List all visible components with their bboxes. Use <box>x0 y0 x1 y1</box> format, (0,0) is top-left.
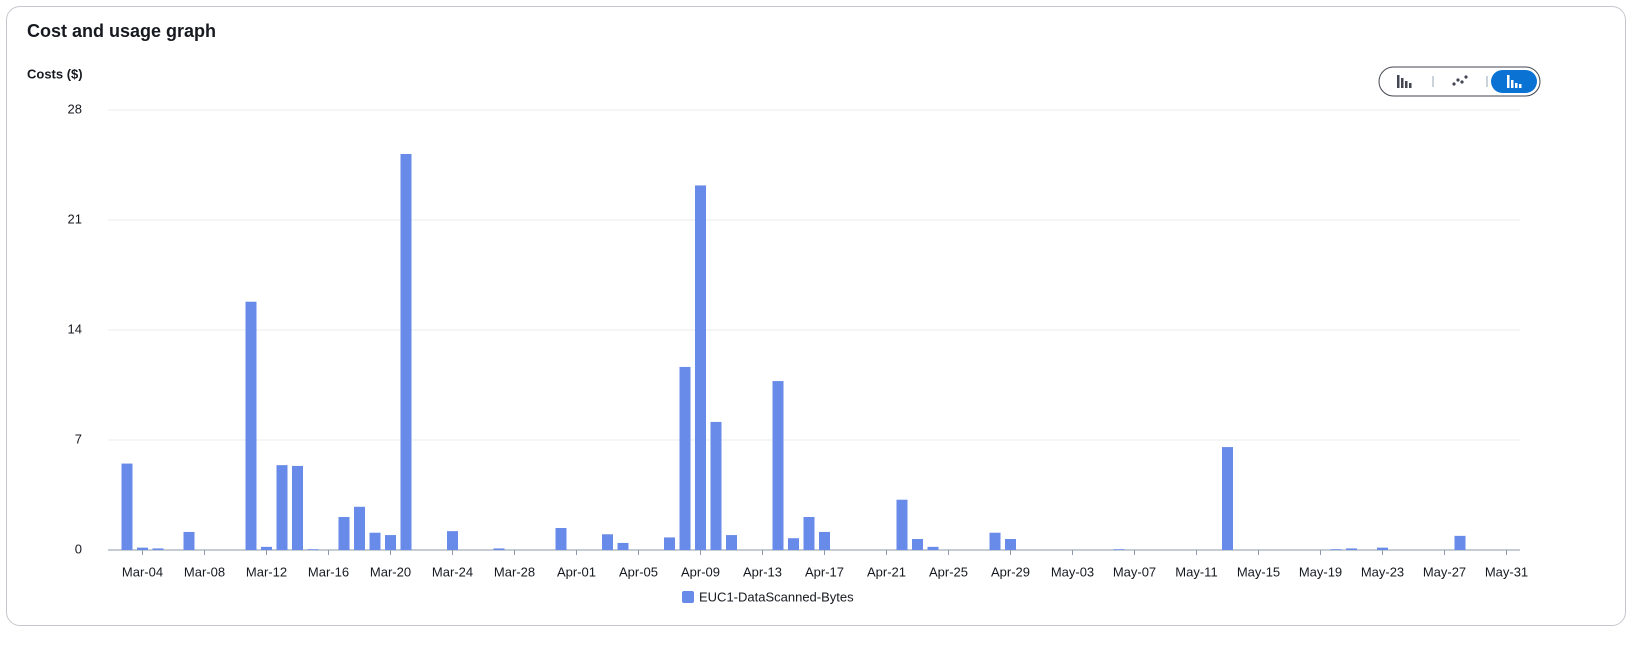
bar <box>354 506 365 550</box>
bar <box>1346 548 1357 550</box>
y-tick-label: 28 <box>68 101 82 116</box>
x-tick-label: Apr-05 <box>619 564 658 579</box>
bar <box>555 528 567 550</box>
x-tick-label: May-15 <box>1237 564 1280 579</box>
bar <box>788 538 799 550</box>
bar <box>1454 535 1466 550</box>
bar <box>1377 547 1388 550</box>
bar <box>493 548 505 550</box>
x-tick-label: Mar-08 <box>184 564 225 579</box>
bar <box>1330 549 1342 550</box>
bar <box>400 154 412 550</box>
bar <box>276 465 288 550</box>
x-tick-label: Mar-12 <box>246 564 287 579</box>
x-tick-label: May-31 <box>1485 564 1528 579</box>
x-tick-label: Mar-20 <box>370 564 411 579</box>
x-tick-label: Apr-01 <box>557 564 596 579</box>
bar <box>664 537 675 550</box>
x-tick-label: Mar-28 <box>494 564 535 579</box>
chart-title: Cost and usage graph <box>27 21 216 41</box>
bar <box>819 531 830 550</box>
chart-type-toggle <box>1378 66 1541 97</box>
bar <box>710 421 722 550</box>
bar <box>245 301 257 550</box>
x-tick-label: May-11 <box>1175 564 1217 579</box>
bar <box>912 539 923 550</box>
bar <box>1005 539 1016 550</box>
bar <box>369 532 381 550</box>
stacked-bar-button[interactable] <box>1491 70 1537 93</box>
bar <box>927 546 939 550</box>
legend-swatch <box>682 591 694 603</box>
y-tick-label: 21 <box>68 211 82 226</box>
x-tick-label: Apr-09 <box>681 564 720 579</box>
x-tick-label: Apr-25 <box>929 564 968 579</box>
x-tick-label: Apr-17 <box>805 564 844 579</box>
bar <box>679 366 691 550</box>
y-axis-label: Costs ($) <box>27 66 83 81</box>
bar <box>307 549 319 550</box>
x-tick-label: Apr-21 <box>867 564 906 579</box>
bar <box>695 185 706 550</box>
y-tick-label: 14 <box>68 321 82 336</box>
legend-label: EUC1-DataScanned-Bytes <box>699 589 854 604</box>
bar <box>1222 447 1233 550</box>
x-tick-label: Mar-04 <box>122 564 163 579</box>
bar <box>989 532 1001 550</box>
y-tick-label: 7 <box>75 431 82 446</box>
bar <box>617 542 629 550</box>
bar <box>152 548 164 550</box>
card <box>6 6 1626 626</box>
bar <box>385 535 396 550</box>
bar <box>292 465 303 550</box>
bar <box>602 534 613 550</box>
bar <box>803 517 815 550</box>
bar <box>447 531 458 550</box>
y-tick-label: 0 <box>75 541 82 556</box>
x-tick-label: May-19 <box>1299 564 1342 579</box>
bar <box>261 546 272 550</box>
x-tick-label: Mar-24 <box>432 564 473 579</box>
x-tick-label: May-27 <box>1423 564 1466 579</box>
bar <box>1113 549 1125 550</box>
bar <box>338 517 350 550</box>
x-tick-label: May-07 <box>1113 564 1156 579</box>
x-tick-label: Apr-13 <box>743 564 782 579</box>
bar <box>183 531 195 550</box>
bar <box>137 547 148 550</box>
x-tick-label: May-03 <box>1051 564 1094 579</box>
x-tick-label: Mar-16 <box>308 564 349 579</box>
bar-chart-button[interactable] <box>1397 75 1412 88</box>
line-chart-button[interactable] <box>1452 75 1468 86</box>
x-tick-label: Apr-29 <box>991 564 1030 579</box>
bar <box>121 463 133 550</box>
x-tick-label: May-23 <box>1361 564 1404 579</box>
bar <box>726 535 737 550</box>
bar <box>772 381 784 550</box>
bar <box>896 499 908 550</box>
